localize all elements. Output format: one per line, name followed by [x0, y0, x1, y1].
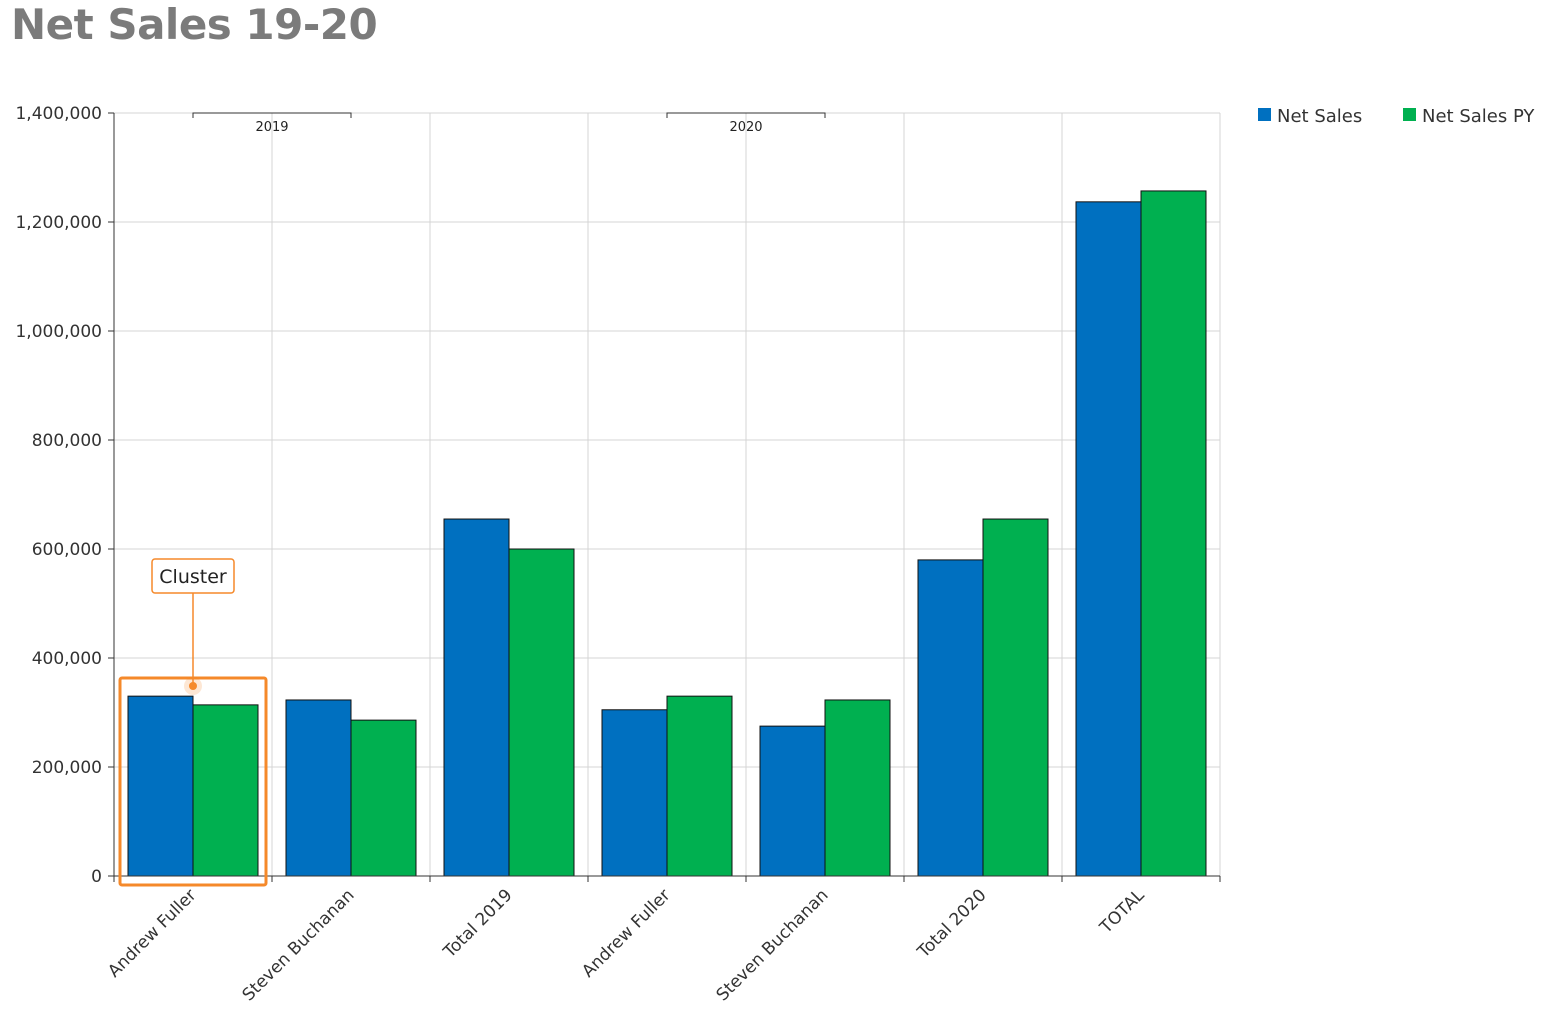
x-category-label: TOTAL: [1096, 885, 1149, 938]
bar-net-sales-py: [508, 548, 575, 877]
bar-net-sales-py: [1140, 190, 1207, 877]
bar-net-sales: [759, 725, 826, 877]
group-label: 2019: [255, 120, 288, 135]
y-tick-label: 200,000: [32, 758, 102, 778]
legend-swatch: [1403, 108, 1416, 121]
bar-net-sales-py: [350, 719, 417, 877]
bar-net-sales: [1075, 201, 1142, 877]
group-bracket: [666, 112, 826, 118]
group-bracket: [192, 112, 352, 118]
x-category-label: Total 2020: [913, 885, 990, 962]
y-tick-label: 800,000: [32, 431, 102, 451]
annotation-dot: [189, 682, 197, 690]
legend-label: Net Sales PY: [1422, 106, 1535, 127]
y-tick-label: 0: [91, 867, 102, 887]
y-tick-label: 400,000: [32, 649, 102, 669]
bar-net-sales: [127, 695, 194, 877]
legend-label: Net Sales: [1277, 106, 1362, 127]
bar-net-sales: [601, 709, 668, 877]
x-category-label: Steven Buchanan: [239, 885, 359, 1005]
bar-net-sales-py: [982, 518, 1049, 877]
x-category-label: Steven Buchanan: [713, 885, 833, 1005]
chart-title: Net Sales 19-20: [11, 0, 378, 49]
annotation-box: [151, 558, 235, 594]
bar-net-sales-py: [666, 695, 733, 877]
annotation-label: Cluster: [159, 566, 227, 588]
y-tick-label: 1,400,000: [15, 104, 102, 124]
x-category-label: Andrew Fuller: [104, 885, 200, 981]
group-label: 2020: [729, 120, 762, 135]
x-category-label: Total 2019: [439, 885, 516, 962]
y-tick-label: 1,000,000: [15, 322, 102, 342]
bar-net-sales-py: [824, 699, 891, 877]
bar-net-sales: [917, 559, 984, 877]
x-category-label: Andrew Fuller: [578, 885, 674, 981]
bar-net-sales: [285, 699, 352, 877]
y-tick-label: 1,200,000: [15, 213, 102, 233]
y-tick-label: 600,000: [32, 540, 102, 560]
bar-net-sales-py: [192, 704, 259, 877]
legend-swatch: [1258, 108, 1271, 121]
bar-net-sales: [443, 518, 510, 877]
